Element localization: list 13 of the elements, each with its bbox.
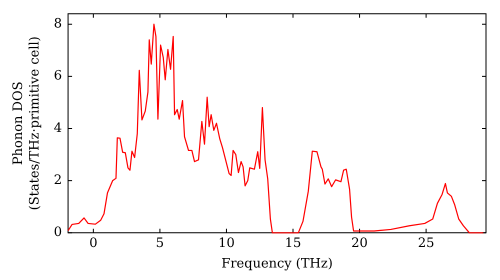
y-tick-label: 0 <box>54 225 62 240</box>
y-tick-label: 8 <box>54 16 62 32</box>
x-tick-label: 20 <box>351 236 368 251</box>
x-tick-label: 5 <box>156 236 164 251</box>
x-tick-label: 15 <box>284 236 302 251</box>
x-tick-label: 10 <box>218 236 235 251</box>
x-tick-label: 0 <box>89 236 98 251</box>
y-tick-label: 2 <box>54 173 62 188</box>
y-tick-label: 6 <box>54 68 62 84</box>
x-tick-label: 25 <box>418 236 434 251</box>
y-tick-label: 4 <box>54 120 62 136</box>
y-axis-title: Phonon DOS (States/THz·primitive cell) <box>10 36 43 210</box>
x-axis-title: Frequency (THz) <box>221 256 333 272</box>
